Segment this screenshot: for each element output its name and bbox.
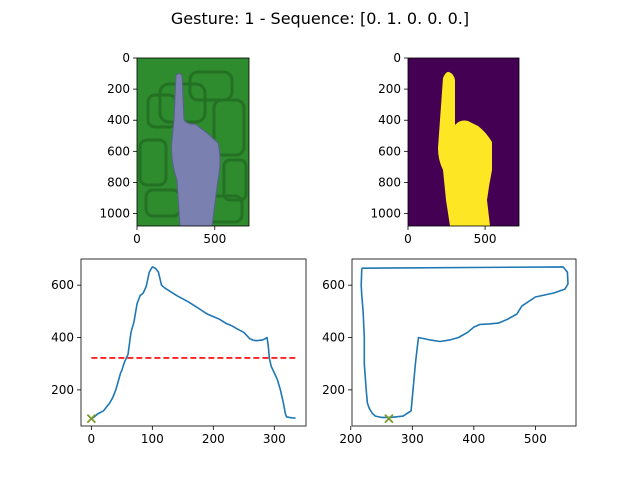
mask-panel: 0 500 0 200 400 600 800 1000 <box>370 51 520 246</box>
y-tick-label: 400 <box>322 331 345 345</box>
contour-shape-chart: 200 300 400 500 200 400 600 <box>322 258 577 446</box>
series-line <box>360 266 569 419</box>
x-tick-label: 400 <box>462 432 485 446</box>
contour-profile-chart: 0 100 200 300 200 400 600 <box>51 258 307 446</box>
x-tick-label: 0 <box>404 232 412 246</box>
y-tick-label: 400 <box>378 113 401 127</box>
photo-frame <box>136 57 250 227</box>
y-tick-label: 200 <box>51 383 74 397</box>
x-tick-label: 500 <box>203 232 226 246</box>
figure-title: Gesture: 1 - Sequence: [0. 1. 0. 0. 0.] <box>171 9 469 28</box>
y-tick-label: 400 <box>107 113 130 127</box>
y-tick-label: 400 <box>51 331 74 345</box>
y-tick-label: 200 <box>322 383 345 397</box>
y-tick-label: 600 <box>378 144 401 158</box>
mask-frame <box>407 57 520 227</box>
y-tick-label: 600 <box>107 144 130 158</box>
y-tick-label: 600 <box>51 278 74 292</box>
x-tick-label: 500 <box>524 432 547 446</box>
hand-silhouette <box>171 73 221 226</box>
y-tick-label: 800 <box>107 175 130 189</box>
start-marker <box>384 414 394 424</box>
start-marker <box>86 414 97 424</box>
x-tick-label: 200 <box>339 432 362 446</box>
y-tick-label: 1000 <box>370 207 401 221</box>
axes-frame <box>351 258 577 427</box>
y-tick-label: 1000 <box>99 207 130 221</box>
y-tick-label: 600 <box>322 278 345 292</box>
y-tick-label: 0 <box>393 51 401 65</box>
x-tick-label: 300 <box>401 432 424 446</box>
x-tick-label: 0 <box>88 432 96 446</box>
x-tick-label: 0 <box>133 232 141 246</box>
axes-frame <box>80 258 307 427</box>
y-tick-label: 800 <box>378 175 401 189</box>
x-tick-label: 500 <box>474 232 497 246</box>
photo-panel: 0 500 0 200 400 600 800 1000 <box>99 51 250 246</box>
x-tick-label: 200 <box>202 432 225 446</box>
x-tick-label: 300 <box>263 432 286 446</box>
y-tick-label: 0 <box>122 51 130 65</box>
y-tick-label: 200 <box>107 82 130 96</box>
mask-foreground <box>438 71 492 226</box>
x-tick-label: 100 <box>141 432 164 446</box>
y-tick-label: 200 <box>378 82 401 96</box>
series-line <box>90 266 296 420</box>
